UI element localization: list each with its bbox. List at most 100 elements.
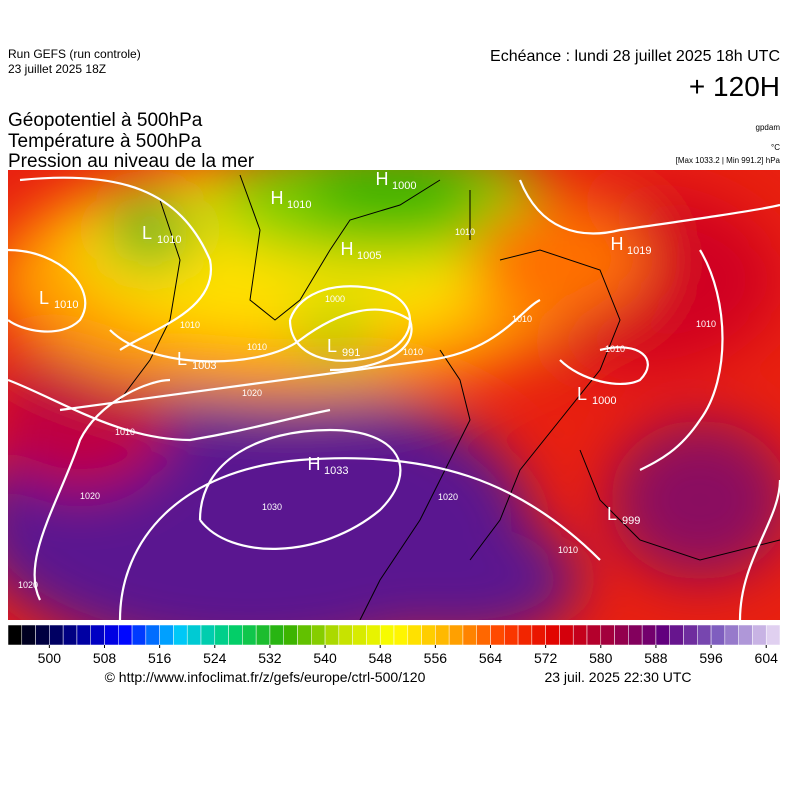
colorbar: 500 508 516 524 532 540 548 556 564 572 580 588 596 6… [7,624,781,666]
colorbar-box [697,624,712,646]
isobar-label: 1010 [512,314,532,324]
colorbar-box [517,624,533,646]
colorbar-box [324,624,340,646]
colorbar-box [311,624,326,646]
center-value: 1010 [54,299,78,311]
source: © http://www.infoclimat.fr/z/gefs/europe… [105,669,426,685]
colorbar-box [118,624,133,646]
colorbar-box [393,624,409,646]
colorbar-box [504,624,519,646]
colorbar-box [462,624,477,646]
center-type: H [341,239,354,259]
center-type: L [577,384,587,404]
isobar-label: 1020 [80,491,100,501]
isobar-label: 1010 [403,347,423,357]
colorbar-box [710,624,726,646]
center-type: H [308,454,321,474]
center-value: 1000 [392,180,416,192]
colorbar-label: 580 [589,650,613,666]
valid-time: Echéance : lundi 28 juillet 2025 18h UTC [490,48,780,65]
colorbar-box [476,624,491,646]
colorbar-box [628,624,643,646]
colorbar-box [338,624,353,646]
isobar-label: 1010 [696,319,716,329]
unit: [Max 1033.2 | Min 991.2] hPa [676,156,781,165]
colorbar-box [366,624,381,646]
isobar-label: 1010 [247,342,267,352]
colorbar-label: 524 [203,650,227,666]
field: Géopotentiel à 500hPa [8,110,203,131]
center-type: L [39,288,49,308]
center-value: 1003 [192,360,216,372]
center-type: H [611,234,624,254]
unit: gpdam [756,123,781,132]
colorbar-box [559,624,574,646]
colorbar-box [655,624,670,646]
colorbar-label: 556 [424,650,448,666]
colorbar-box [448,624,464,646]
isobar-label: 1010 [180,320,200,330]
colorbar-box [269,624,284,646]
isobar-label: 1010 [455,227,475,237]
colorbar-box [297,624,312,646]
colorbar-label: 516 [148,650,172,666]
isobar-label: 1000 [325,294,345,304]
colorbar-box [765,624,781,646]
isobar-label: 1010 [558,545,578,555]
isobar-label: 1010 [115,427,135,437]
colorbar-label: 508 [93,650,117,666]
colorbar-box [614,624,629,646]
colorbar-box [186,624,202,646]
colorbar-box [531,624,546,646]
colorbar-box [90,624,105,646]
center-value: 1019 [627,245,651,257]
isobar-label: 1030 [262,502,282,512]
colorbar-box [159,624,174,646]
field: Pression au niveau de la mer [8,151,255,172]
colorbar-box [586,624,602,646]
colorbar-box [62,624,78,646]
colorbar-box [242,624,257,646]
run-date: 23 juillet 2025 18Z [8,62,106,76]
issued: 23 juil. 2025 22:30 UTC [544,669,691,685]
colorbar-box [379,624,395,646]
colorbar-box [683,624,698,646]
colorbar-box [145,624,160,646]
colorbar-box [200,624,216,646]
colorbar-box [600,624,615,646]
colorbar-box [352,624,367,646]
isobar-label: 1020 [242,388,262,398]
colorbar-box [104,624,119,646]
lead-time: + 120H [689,71,780,102]
colorbar-label: 548 [369,650,393,666]
colorbar-box [407,624,422,646]
colorbar-box [131,624,147,646]
isobar-label: 1010 [605,344,625,354]
colorbar-label: 500 [38,650,62,666]
field: Température à 500hPa [8,131,202,152]
colorbar-box [35,624,50,646]
colorbar-box [255,624,271,646]
colorbar-box [738,624,753,646]
colorbar-box [7,624,23,646]
center-type: L [327,336,337,356]
colorbar-box [752,624,767,646]
colorbar-label: 540 [313,650,337,666]
center-type: L [607,504,617,524]
center-type: H [376,169,389,189]
colorbar-box [669,624,684,646]
colorbar-label: 532 [258,650,282,666]
colorbar-label: 572 [534,650,558,666]
center-value: 1033 [324,465,348,477]
colorbar-label: 564 [479,650,503,666]
center-type: H [271,188,284,208]
center-value: 1000 [592,395,616,407]
colorbar-box [228,624,243,646]
isobar-label: 1020 [438,492,458,502]
center-type: L [142,223,152,243]
colorbar-label: 596 [699,650,723,666]
colorbar-box [545,624,560,646]
center-value: 1010 [157,234,181,246]
